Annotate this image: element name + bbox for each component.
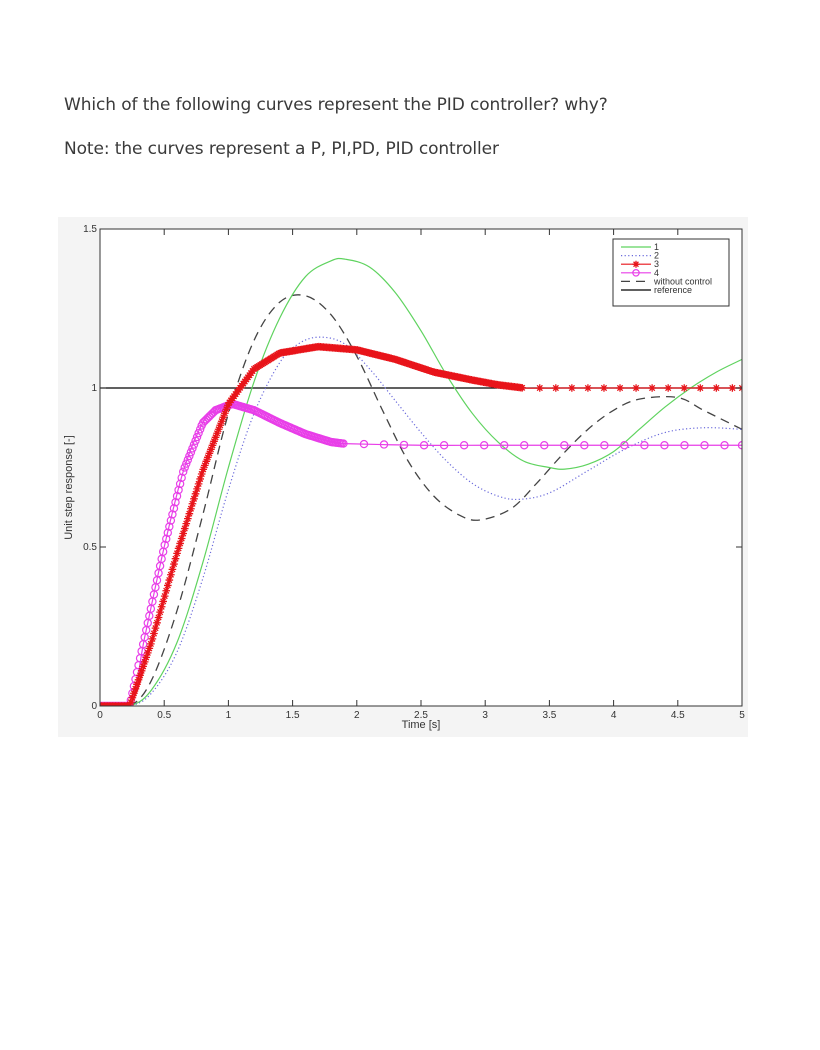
legend-entry-label: 3 [654, 259, 659, 269]
x-tick-label: 0 [97, 710, 103, 721]
legend-entry-label: 4 [654, 268, 659, 278]
series-2-line [100, 336, 742, 706]
x-tick-label: 4 [611, 710, 617, 721]
legend-entry-label: without control [653, 276, 712, 286]
y-tick-label: 0.5 [83, 542, 97, 553]
y-tick-label: 1.5 [83, 224, 97, 235]
x-tick-label: 0.5 [157, 710, 171, 721]
x-tick-label: 2.5 [414, 710, 428, 721]
question-note: Note: the curves represent a P, PI,PD, P… [64, 139, 499, 159]
x-tick-label: 3.5 [542, 710, 556, 721]
y-tick-label: 0 [91, 701, 97, 712]
x-tick-label: 3 [482, 710, 488, 721]
x-axis-label: Time [s] [402, 719, 441, 731]
step-response-figure: 0 0.5 1 1.5 2 2.5 3 3.5 4 4.5 5 0 0.5 1 1.5 Time [s] Uni… [58, 217, 748, 737]
x-tick-label: 1 [226, 710, 232, 721]
x-tick-label: 2 [354, 710, 360, 721]
question-text: Which of the following curves represent … [64, 95, 608, 115]
series-3-markers [100, 342, 742, 706]
y-axis-label: Unit step response [-] [63, 435, 75, 540]
step-response-chart: 0 0.5 1 1.5 2 2.5 3 3.5 4 4.5 5 0 0.5 1 1.5 Time [s] Uni… [63, 224, 745, 731]
x-tick-label: 1.5 [286, 710, 300, 721]
series-without-control-line [100, 294, 742, 706]
legend-entry-label: 2 [654, 251, 659, 261]
series-group [100, 257, 742, 706]
legend-entry-label: 1 [654, 242, 659, 252]
legend-entry-label: reference [654, 285, 692, 295]
series-1-line [100, 257, 742, 706]
x-tick-label: 5 [739, 710, 745, 721]
x-tick-label: 4.5 [671, 710, 685, 721]
y-tick-label: 1 [91, 383, 97, 394]
